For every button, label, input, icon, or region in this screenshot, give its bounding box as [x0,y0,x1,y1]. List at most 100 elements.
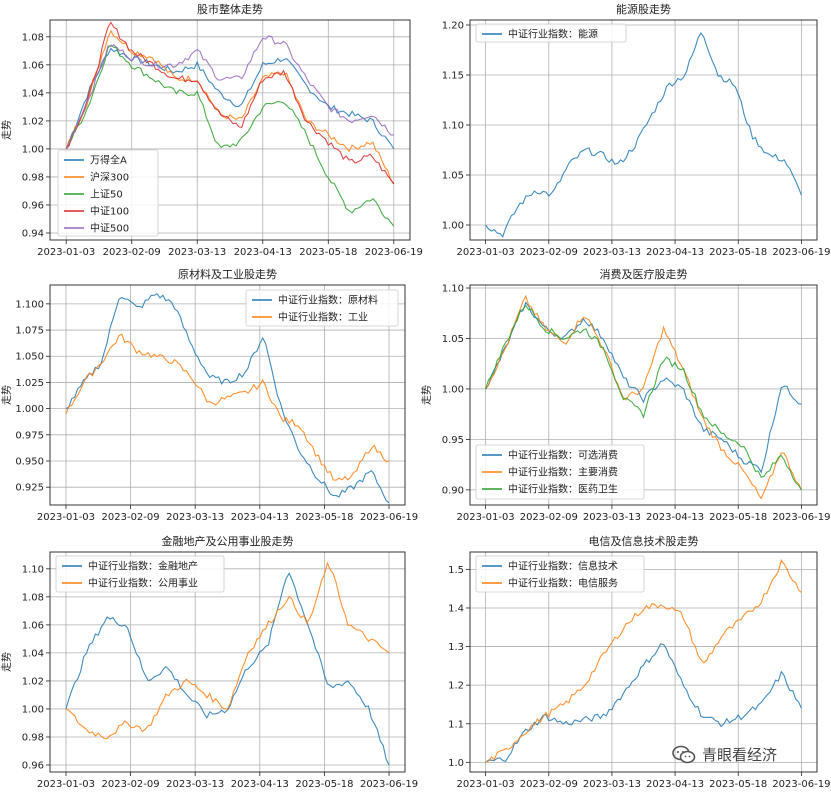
y-tick-label: 1.05 [442,171,464,182]
y-tick-label: 1.050 [15,352,44,363]
y-tick-label: 1.10 [442,284,464,295]
series-line-1 [65,572,390,766]
y-tick-label: 0.95 [442,435,464,446]
y-tick-label: 0.96 [22,760,44,771]
x-tick-label: 2023-01-03 [37,779,95,790]
x-tick-label: 2023-02-09 [103,247,161,258]
x-tick-label: 2023-04-13 [646,779,704,790]
x-tick-label: 2023-06-19 [772,512,830,523]
x-tick-label: 2023-05-18 [709,779,767,790]
legend-box [475,23,627,43]
y-tick-label: 1.000 [15,404,44,415]
plot-frame [469,284,818,506]
chart-title: 股市整体走势 [197,2,263,16]
legend-box [55,555,225,593]
y-tick-label: 1.10 [22,564,44,575]
x-tick-label: 2023-02-09 [102,779,160,790]
x-tick-label: 2023-04-13 [646,512,704,523]
plot-frame [49,19,411,241]
legend-label: 中证行业指数：原材料 [278,294,378,307]
y-axis-label: 走势 [0,652,13,672]
plot-frame [49,284,406,506]
chart-title: 金融地产及公用事业股走势 [162,534,294,548]
y-tick-label: 1.025 [15,378,44,389]
x-tick-label: 2023-06-19 [365,247,423,258]
y-tick-label: 1.05 [442,334,464,345]
x-tick-label: 2023-06-19 [360,779,418,790]
plot-frame [469,19,818,241]
x-tick-label: 2023-05-18 [299,247,357,258]
x-tick-label: 2023-02-09 [520,779,578,790]
y-tick-label: 1.4 [448,603,464,614]
y-tick-label: 1.02 [22,116,44,127]
series-line-2 [65,561,390,740]
legend-box [475,444,645,500]
watermark: 青眼看经济 [668,740,828,770]
y-axis-label: 走势 [0,120,13,140]
y-tick-label: 1.100 [15,299,44,310]
y-tick-label: 1.075 [15,326,44,337]
y-tick-label: 1.10 [442,121,464,132]
x-tick-label: 2023-04-13 [231,512,289,523]
series-line-1 [65,47,395,150]
x-tick-label: 2023-04-13 [646,247,704,258]
legend-box [57,149,159,237]
legend-label: 万得全A [90,154,127,167]
x-tick-label: 2023-01-03 [457,779,515,790]
chart-panel-5: 金融地产及公用事业股走势 2023-01-03 2023-02-09 2023-03-… [0,534,418,790]
y-tick-label: 1.06 [22,620,44,631]
legend-box [245,289,399,327]
y-tick-label: 0.975 [15,430,44,441]
x-tick-label: 2023-01-03 [37,512,95,523]
y-tick-label: 1.08 [22,592,44,603]
x-tick-label: 2023-05-18 [709,247,767,258]
legend-label: 中证行业指数：金融地产 [88,560,198,573]
y-tick-label: 0.94 [22,228,44,239]
y-tick-label: 1.06 [22,60,44,71]
chart-title: 消费及医疗股走势 [600,267,688,281]
chart-title: 电信及信息技术股走势 [589,534,699,548]
legend-label: 中证行业指数：信息技术 [508,560,618,573]
series-line-3 [485,304,802,491]
x-tick-label: 2023-03-13 [583,247,641,258]
x-tick-label: 2023-01-03 [457,512,515,523]
y-tick-label: 1.1 [448,719,464,730]
legend-label: 中证行业指数：能源 [508,28,598,41]
series-line-1 [485,301,802,474]
x-tick-label: 2023-03-13 [583,779,641,790]
wechat-icon [672,745,696,764]
x-tick-label: 2023-04-13 [234,247,292,258]
legend-label: 中证行业指数：主要消费 [508,466,618,479]
y-tick-label: 0.950 [15,457,44,468]
legend-label: 沪深300 [90,171,129,184]
chart-panel-4: 消费及医疗股走势 2023-01-03 2023-02-09 2023-03-13 20… [420,267,830,523]
x-tick-label: 2023-02-09 [520,512,578,523]
y-tick-label: 0.98 [22,172,44,183]
y-tick-label: 1.04 [22,648,44,659]
y-tick-label: 1.20 [442,21,464,32]
y-tick-label: 1.5 [448,565,464,576]
legend-label: 上证50 [90,189,123,201]
x-tick-label: 2023-03-13 [168,247,226,258]
x-tick-label: 2023-02-09 [520,247,578,258]
series-line-1 [65,292,390,504]
x-tick-label: 2023-03-13 [583,512,641,523]
series-line-4 [65,21,395,185]
legend-label: 中证行业指数：可选消费 [508,449,618,462]
series-line-2 [485,559,802,763]
series-line-2 [485,294,802,500]
y-tick-label: 1.3 [448,642,464,653]
x-tick-label: 2023-05-18 [709,512,767,523]
x-tick-label: 2023-06-19 [772,779,830,790]
legend-label: 中证行业指数：公用事业 [88,577,198,590]
chart-panel-6: 电信及信息技术股走势 2023-01-03 2023-02-09 2023-03-13… [448,534,830,790]
y-tick-label: 1.00 [22,704,44,715]
x-tick-label: 2023-03-13 [166,512,224,523]
legend-label: 中证行业指数：电信服务 [508,577,618,590]
y-tick-label: 1.08 [22,32,44,43]
y-tick-label: 1.00 [22,144,44,155]
x-tick-label: 2023-04-13 [231,779,289,790]
y-tick-label: 1.00 [442,384,464,395]
